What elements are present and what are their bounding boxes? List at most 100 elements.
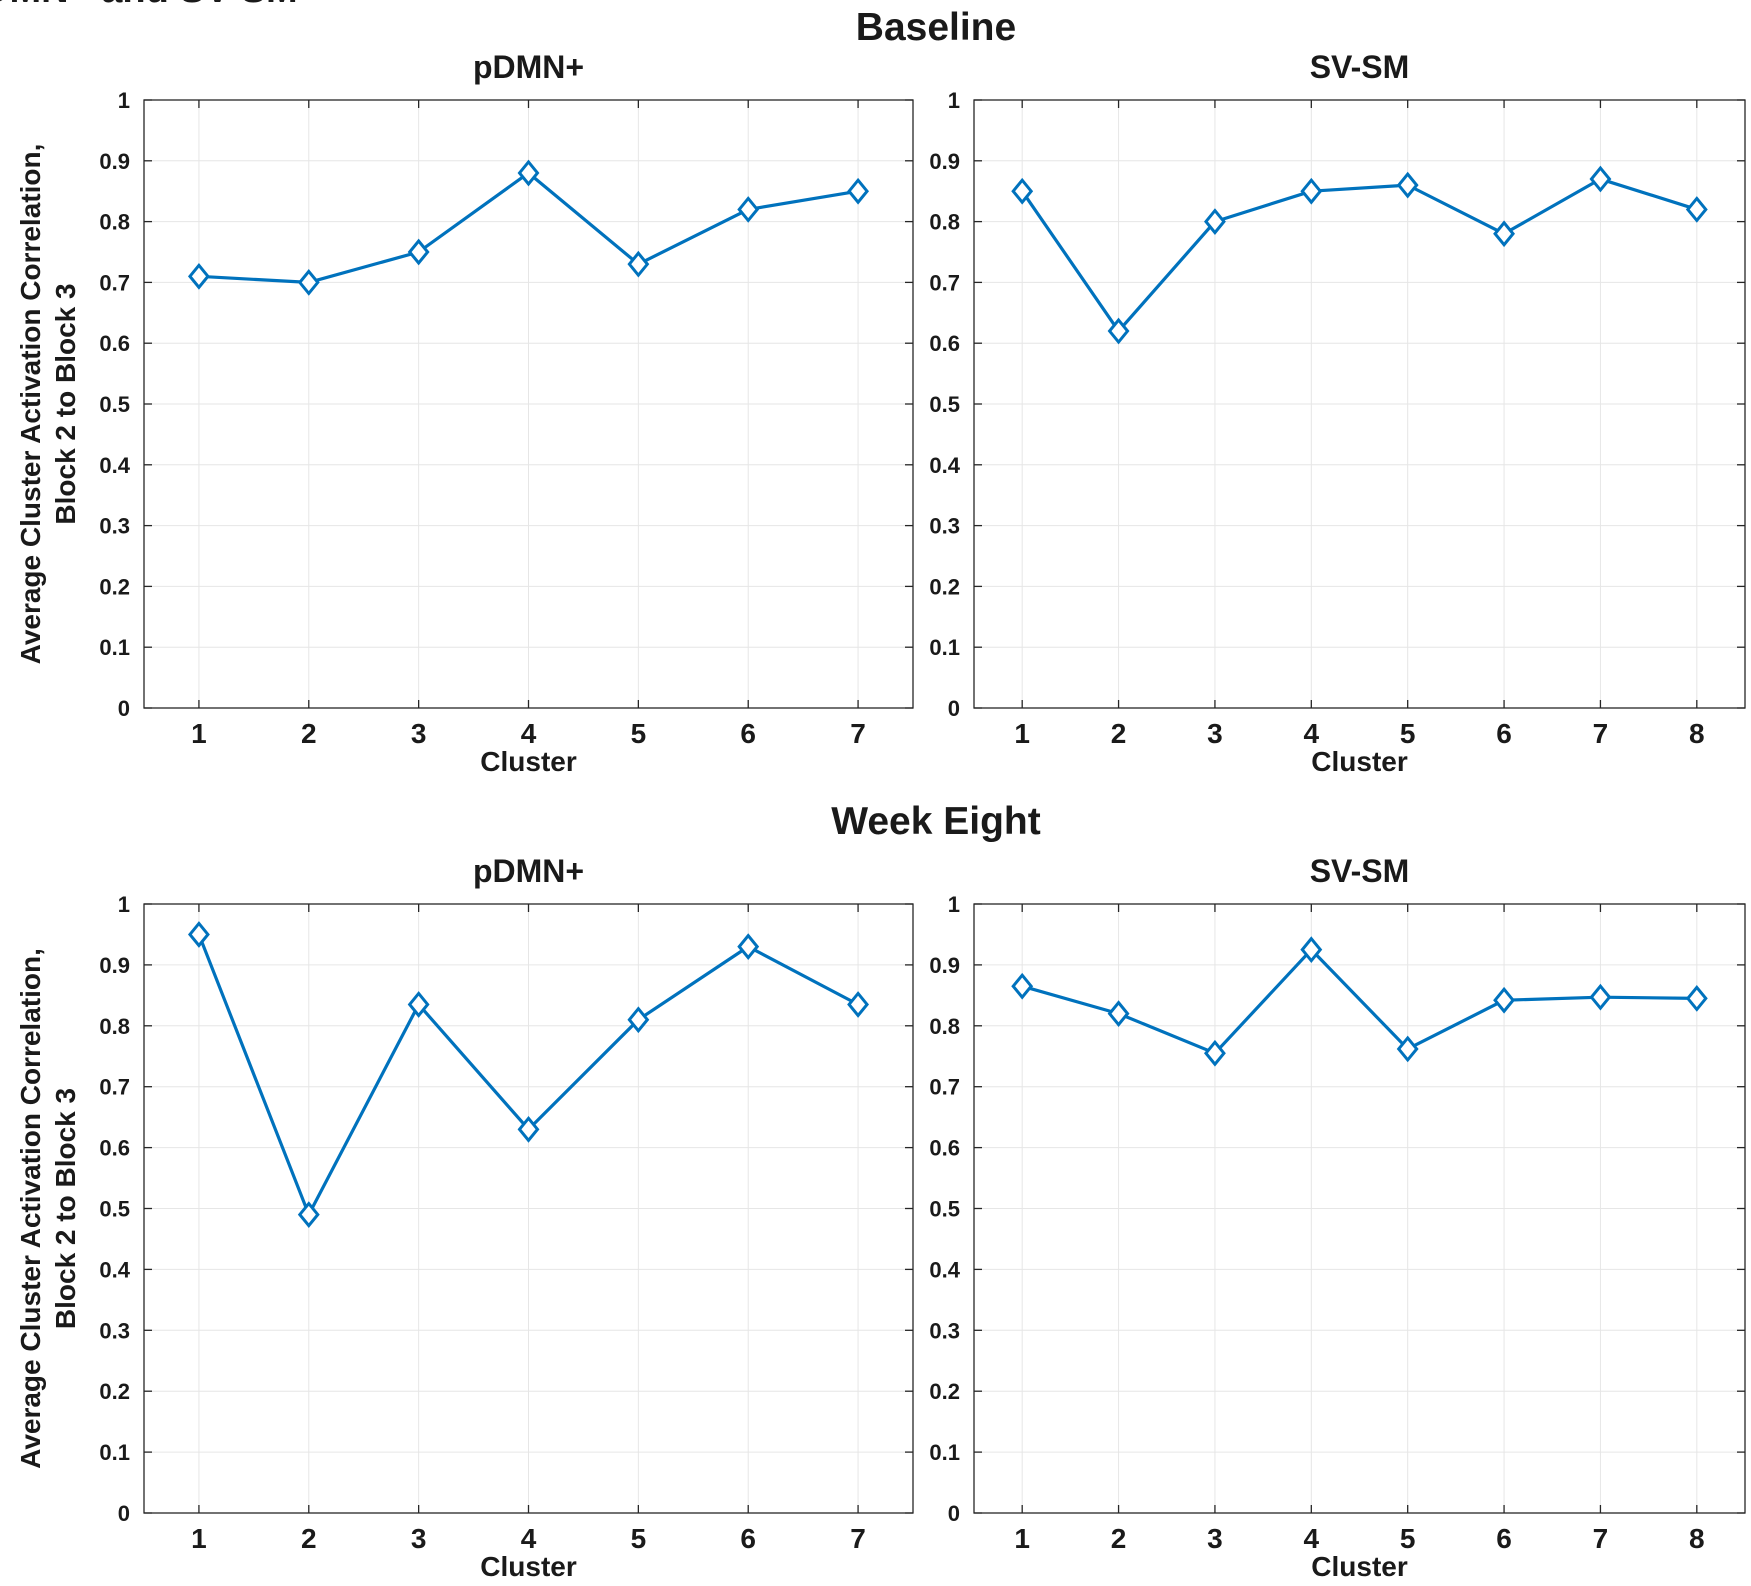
y-tick-label: 1 bbox=[948, 892, 960, 917]
y-tick-label: 0.8 bbox=[99, 210, 130, 235]
y-tick-label: 1 bbox=[118, 88, 130, 113]
y-tick-label: 0.8 bbox=[929, 1014, 960, 1039]
chart-title: pDMN+ bbox=[473, 853, 584, 889]
y-tick-label: 0.5 bbox=[99, 392, 130, 417]
y-tick-label: 0.4 bbox=[929, 453, 960, 478]
x-tick-label: 8 bbox=[1689, 718, 1705, 749]
y-tick-label: 0.2 bbox=[929, 1379, 960, 1404]
y-tick-label: 0.7 bbox=[99, 270, 130, 295]
y-tick-label: 0.2 bbox=[99, 1379, 130, 1404]
x-tick-label: 6 bbox=[740, 718, 756, 749]
y-tick-label: 0.9 bbox=[929, 149, 960, 174]
data-point-diamond bbox=[1493, 220, 1516, 248]
cropped-figure-heading: DMN+ and SV-SM bbox=[0, 0, 298, 11]
chart-title: pDMN+ bbox=[473, 49, 584, 85]
y-tick-label: 0.3 bbox=[929, 1318, 960, 1343]
y-tick-label: 0.1 bbox=[99, 635, 130, 660]
y-tick-label: 0.3 bbox=[929, 514, 960, 539]
section-title-week-eight: Week Eight bbox=[831, 800, 1041, 843]
series-line bbox=[1020, 177, 1698, 333]
data-point-diamond bbox=[1011, 177, 1034, 205]
y-tick-label: 0.9 bbox=[99, 953, 130, 978]
x-tick-label: 5 bbox=[1400, 1523, 1416, 1554]
data-point-diamond bbox=[517, 1115, 540, 1143]
x-tick-label: 3 bbox=[1207, 718, 1223, 749]
section-title-baseline: Baseline bbox=[856, 6, 1016, 49]
data-point-diamond bbox=[407, 991, 430, 1018]
data-point-diamond bbox=[737, 196, 760, 223]
y-tick-label: 0.8 bbox=[99, 1014, 130, 1039]
data-point-diamond bbox=[1493, 986, 1516, 1014]
data-point-diamond bbox=[297, 1201, 320, 1228]
y-tick-label: 1 bbox=[118, 892, 130, 917]
y-tick-label: 0.1 bbox=[929, 635, 960, 660]
x-tick-label: 2 bbox=[301, 718, 317, 749]
y-tick-label: 0.8 bbox=[929, 210, 960, 235]
data-point-diamond bbox=[1107, 1000, 1130, 1027]
y-tick-label: 0.4 bbox=[99, 453, 130, 478]
x-tick-label: 4 bbox=[521, 1523, 537, 1554]
data-point-diamond bbox=[297, 269, 320, 296]
x-tick-label: 2 bbox=[1111, 1523, 1127, 1554]
x-tick-label: 1 bbox=[191, 1523, 207, 1554]
x-tick-label: 8 bbox=[1689, 1523, 1705, 1554]
x-tick-label: 1 bbox=[1014, 1523, 1030, 1554]
data-point-diamond bbox=[1685, 196, 1708, 223]
y-axis-label: Average Cluster Activation Correlation, B… bbox=[15, 144, 81, 665]
x-tick-label: 7 bbox=[1593, 718, 1609, 749]
data-point-diamond bbox=[847, 177, 870, 205]
data-point-diamond bbox=[517, 159, 540, 187]
chart-baseline-sv-sm: 1 2 3 4 5 6 7 8 0 0.1 0.2 0.3 0.4 0.5 0.6 0.7 0.8 0.9 1 SV-… bbox=[929, 49, 1746, 777]
x-tick-label: 4 bbox=[1304, 1523, 1320, 1554]
x-tick-label: 7 bbox=[850, 1523, 866, 1554]
y-tick-label: 0.5 bbox=[99, 1197, 130, 1222]
y-tick-label: 0.3 bbox=[99, 514, 130, 539]
data-point-diamond bbox=[1203, 1039, 1226, 1067]
y-tick-label: 0 bbox=[948, 1501, 960, 1526]
x-axis-label: Cluster bbox=[1311, 746, 1408, 777]
data-point-diamond bbox=[1589, 983, 1612, 1011]
y-tick-label: 0.1 bbox=[929, 1440, 960, 1465]
x-tick-label: 1 bbox=[1014, 718, 1030, 749]
y-tick-label: 0.6 bbox=[929, 331, 960, 356]
chart-week-eight-pdmn: 1 2 3 4 5 6 7 0 0.1 0.2 0.3 0.4 0.5 0.6 0.7 0.8 0.9 1 pDMN… bbox=[15, 853, 914, 1582]
chart-week-eight-sv-sm: 1 2 3 4 5 6 7 8 0 0.1 0.2 0.3 0.4 0.5 0.6 0.7 0.8 0.9 1 SV-… bbox=[929, 853, 1746, 1582]
x-tick-label: 7 bbox=[1593, 1523, 1609, 1554]
x-tick-label: 5 bbox=[631, 1523, 647, 1554]
y-axis-label-line: Block 2 to Block 3 bbox=[50, 1088, 81, 1329]
data-point-diamond bbox=[1396, 171, 1419, 199]
chart-title: SV-SM bbox=[1310, 853, 1410, 889]
data-point-diamond bbox=[627, 1006, 650, 1034]
data-point-diamond bbox=[1203, 208, 1226, 235]
y-tick-label: 0.3 bbox=[99, 1318, 130, 1343]
x-tick-label: 1 bbox=[191, 718, 207, 749]
x-tick-label: 6 bbox=[1496, 718, 1512, 749]
data-point-diamond bbox=[187, 921, 210, 948]
chart-baseline-pdmn: 1 2 3 4 5 6 7 0 0.1 0.2 0.3 0.4 0.5 0.6 0.7 0.8 0.9 1 pDMN… bbox=[15, 49, 914, 777]
y-tick-label: 0.7 bbox=[99, 1075, 130, 1100]
y-tick-label: 0.4 bbox=[99, 1257, 130, 1282]
x-tick-label: 5 bbox=[1400, 718, 1416, 749]
chart-title: SV-SM bbox=[1310, 49, 1410, 85]
x-tick-label: 2 bbox=[1111, 718, 1127, 749]
y-tick-label: 0 bbox=[948, 696, 960, 721]
x-tick-label: 6 bbox=[740, 1523, 756, 1554]
y-axis-label-line: Block 2 to Block 3 bbox=[50, 283, 81, 524]
data-point-diamond bbox=[187, 262, 210, 290]
y-tick-label: 0.1 bbox=[99, 1440, 130, 1465]
data-point-diamond bbox=[1300, 936, 1323, 964]
x-axis-label: Cluster bbox=[1311, 1551, 1408, 1582]
y-axis-label: Average Cluster Activation Correlation, B… bbox=[15, 948, 81, 1469]
data-point-diamond bbox=[627, 250, 650, 278]
y-tick-label: 0.7 bbox=[929, 270, 960, 295]
y-tick-label: 0 bbox=[118, 1501, 130, 1526]
y-tick-label: 0.6 bbox=[99, 1136, 130, 1161]
y-tick-label: 0.5 bbox=[929, 1197, 960, 1222]
y-tick-label: 0.9 bbox=[99, 149, 130, 174]
data-point-diamond bbox=[1107, 317, 1130, 345]
x-tick-label: 5 bbox=[631, 718, 647, 749]
data-point-diamond bbox=[1011, 972, 1034, 1000]
data-point-diamond bbox=[1396, 1035, 1419, 1063]
x-tick-label: 3 bbox=[1207, 1523, 1223, 1554]
